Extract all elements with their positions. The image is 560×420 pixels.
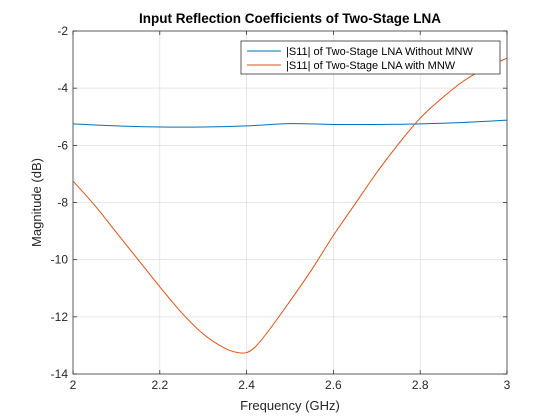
axis-ticks: 2 2.2 2.4 2.6 2.8 3 -14 -12 -10 -8 -6 -4 -2 (51, 24, 511, 392)
x-tick-label: 2.6 (325, 378, 342, 392)
y-tick-label: -10 (51, 253, 69, 267)
legend-box (240, 40, 501, 75)
grid-lines (73, 31, 507, 374)
y-tick-label: -4 (57, 81, 68, 95)
x-tick-label: 2.2 (151, 378, 168, 392)
x-tick-label: 3 (504, 378, 511, 392)
x-axis-label: Frequency (GHz) (240, 398, 340, 413)
y-tick-label: -8 (57, 196, 68, 210)
legend-label-with-mnw: |S11| of Two-Stage LNA with MNW (286, 60, 456, 72)
data-series (72, 57, 508, 354)
legend-label-without-mnw: |S11| of Two-Stage LNA Without MNW (286, 46, 473, 58)
x-tick-label: 2.4 (238, 378, 255, 392)
legend: |S11| of Two-Stage LNA Without MNW |S11|… (240, 40, 501, 75)
chart-title: Input Reflection Coefficients of Two-Sta… (139, 11, 441, 26)
y-axis-label: Magnitude (dB) (29, 158, 44, 247)
y-tick-label: -2 (57, 24, 68, 38)
series-line-with-mnw (72, 57, 508, 354)
y-tick-label: -14 (51, 367, 69, 381)
x-tick-label: 2.8 (412, 378, 429, 392)
series-line-without-mnw (72, 119, 508, 128)
y-tick-label: -12 (51, 310, 69, 324)
x-tick-label: 2 (70, 378, 77, 392)
y-tick-label: -6 (57, 138, 68, 152)
